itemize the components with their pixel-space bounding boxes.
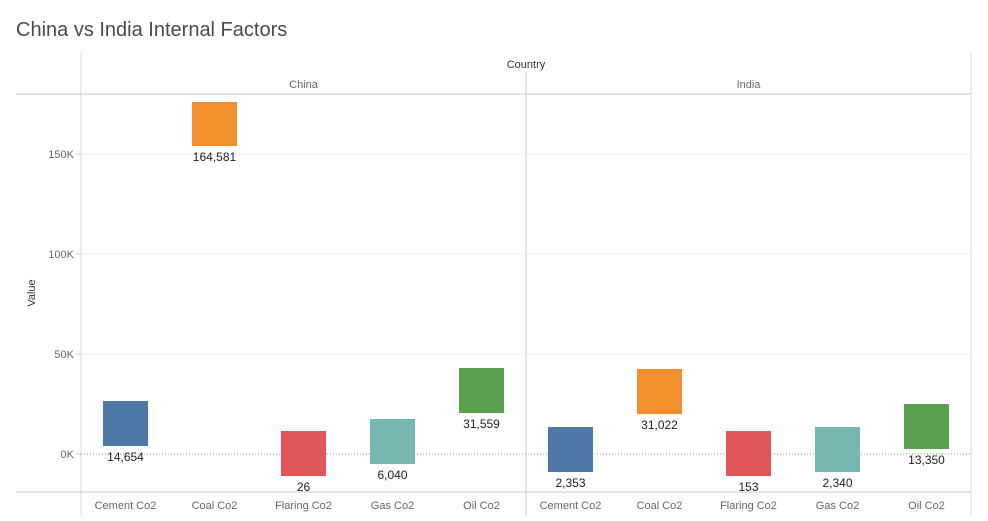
x-category-label: Coal Co2 (637, 500, 683, 512)
data-labels: 14,654 164,581 26 6,040 31,559 2,353 31,022 153… (107, 150, 945, 494)
x-category-label: Coal Co2 (192, 500, 238, 512)
bar-china-cement-co2 (103, 401, 148, 446)
chart-title: China vs India Internal Factors (16, 19, 288, 41)
x-category-label: Gas Co2 (816, 500, 859, 512)
bar-india-flaring-co2 (726, 431, 771, 476)
panel-header-china: China (289, 79, 319, 91)
bars (103, 102, 949, 476)
data-label: 2,353 (555, 476, 585, 490)
y-tick-label: 50K (54, 349, 74, 361)
data-label: 26 (297, 480, 311, 494)
panel-headers: Country China India (289, 59, 761, 91)
chart-frame (16, 53, 972, 515)
data-label: 31,022 (641, 418, 678, 432)
x-category-label: Cement Co2 (540, 500, 602, 512)
data-label: 13,350 (908, 453, 945, 467)
data-label: 2,340 (822, 476, 852, 490)
bar-india-oil-co2 (904, 404, 949, 449)
x-category-label: Flaring Co2 (720, 500, 777, 512)
panel-header-india: India (737, 79, 762, 91)
bar-china-flaring-co2 (281, 431, 326, 476)
bar-china-oil-co2 (459, 368, 504, 413)
y-tick-label: 0K (61, 449, 75, 461)
data-label: 31,559 (463, 417, 500, 431)
bar-india-gas-co2 (815, 427, 860, 472)
y-axis-title: Value (26, 279, 38, 306)
data-label: 14,654 (107, 450, 144, 464)
y-axis: 0K 50K 100K 150K Value (26, 149, 81, 461)
x-category-label: Flaring Co2 (275, 500, 332, 512)
x-category-label: Oil Co2 (463, 500, 500, 512)
x-category-label: Cement Co2 (95, 500, 157, 512)
bar-china-gas-co2 (370, 419, 415, 464)
data-label: 6,040 (377, 468, 407, 482)
bar-india-cement-co2 (548, 427, 593, 472)
bar-china-coal-co2 (192, 102, 237, 146)
x-category-label: Oil Co2 (908, 500, 945, 512)
x-category-label: Gas Co2 (371, 500, 414, 512)
data-label: 153 (738, 480, 758, 494)
column-header: Country (507, 59, 546, 71)
y-tick-label: 100K (48, 249, 74, 261)
y-tick-label: 150K (48, 149, 74, 161)
x-axis-categories: Cement Co2 Coal Co2 Flaring Co2 Gas Co2 Oil … (95, 500, 945, 512)
data-label: 164,581 (193, 150, 237, 164)
bar-india-coal-co2 (637, 369, 682, 414)
